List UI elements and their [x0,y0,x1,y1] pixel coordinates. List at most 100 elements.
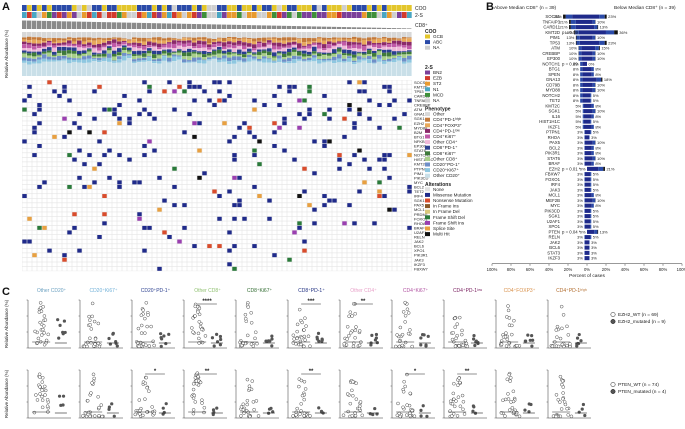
phenotype-segment [132,54,137,56]
mutation-cell [47,130,52,135]
phenotype-segment [97,57,102,61]
mutation-cell [112,166,117,171]
mutation-cell [367,107,372,112]
twos-cell [157,12,162,18]
mutation-cell [262,230,267,235]
mutation-cell [257,257,262,262]
mutation-cell [217,121,222,126]
phenotype-legend-swatch [425,173,430,178]
coo-cell [307,5,312,11]
mutation-cell [282,244,287,249]
mutation-cell [327,116,332,121]
mutation-cell [352,244,357,249]
cd8-bar [122,22,127,29]
phenotype-segment [247,32,252,39]
phenotype-segment [337,62,342,76]
cd8-bar [332,26,337,29]
mutation-cell [217,266,222,271]
left-bar-segment [584,198,587,203]
mutation-cell [297,162,302,167]
mutation-cell [332,134,337,139]
mutation-cell [142,98,147,103]
mutation-cell [182,84,187,89]
mutation-cell [77,89,82,94]
mutation-cell [67,180,72,185]
mutation-cell [82,221,87,226]
mutation-cell [32,266,37,271]
mutation-cell [52,162,57,167]
phenotype-segment [47,45,52,48]
mutation-cell [57,144,62,148]
mutation-cell [222,184,227,189]
mutation-cell [327,180,332,185]
phenotype-segment [287,52,292,56]
phenotype-segment [257,43,262,48]
mutation-cell [302,121,307,126]
mutation-cell [247,139,252,144]
mutation-cell [187,162,192,167]
mutation-cell [147,157,152,162]
phenotype-segment [232,52,237,53]
mutation-cell [212,89,217,94]
mutation-cell [327,130,332,135]
mutation-cell [197,180,202,185]
phenotype-segment [102,50,107,54]
phenotype-segment [32,63,37,76]
phenotype-segment [402,32,407,38]
mutation-cell [407,189,412,194]
phenotype-segment [57,45,62,47]
mutation-cell [172,175,177,180]
mutation-cell [87,107,92,112]
mutation-cell [167,112,172,117]
left-bar-segment [582,114,584,119]
mutation-cell [347,266,352,271]
mutation-cell [312,153,317,158]
mutation-cell [317,216,322,221]
mutation-cell [297,134,302,139]
mutation-cell [57,212,62,217]
mutation-cell [67,194,72,198]
mutation-cell [97,248,102,253]
mutation-cell [407,235,412,239]
mutation-cell [392,112,397,117]
mutation-cell [192,166,197,171]
mutation-cell [232,148,237,153]
mutation-cell [142,253,147,258]
phenotype-segment [297,56,302,59]
phenotype-segment [77,50,82,55]
mutation-cell [142,139,147,144]
mutation-cell [132,157,137,162]
right-value-label: 10% [597,35,605,40]
mutation-cell [207,239,212,244]
mutation-cell [137,139,142,144]
mutation-cell [47,180,52,185]
phenotype-segment [242,49,247,52]
mutation-cell [207,98,212,103]
right-bar-segment [603,166,605,171]
phenotype-segment [97,32,102,38]
mutation-cell [52,148,57,153]
mutation-cell [107,148,112,153]
phenotype-segment [177,32,182,39]
mutation-cell [192,262,197,267]
phenotype-segment [242,57,247,59]
mutation-cell [242,184,247,189]
mutation-cell [42,235,47,239]
mutation-cell [127,84,132,89]
mutation-cell [132,194,137,198]
phenotype-segment [387,58,392,61]
mutation-cell [102,162,107,167]
mutation-cell [242,262,247,267]
mutation-cell [312,180,317,185]
mutation-cell [232,98,237,103]
mutation-cell [182,194,187,198]
mutation-cell [87,198,92,203]
left-bar-segment [576,35,580,40]
phenotype-segment [377,37,382,39]
mutation-cell [377,262,382,267]
mutation-cell [177,166,182,171]
phenotype-segment [142,61,147,76]
mutation-cell [382,180,387,185]
mutation-cell [42,230,47,235]
mutation-cell [352,225,357,230]
